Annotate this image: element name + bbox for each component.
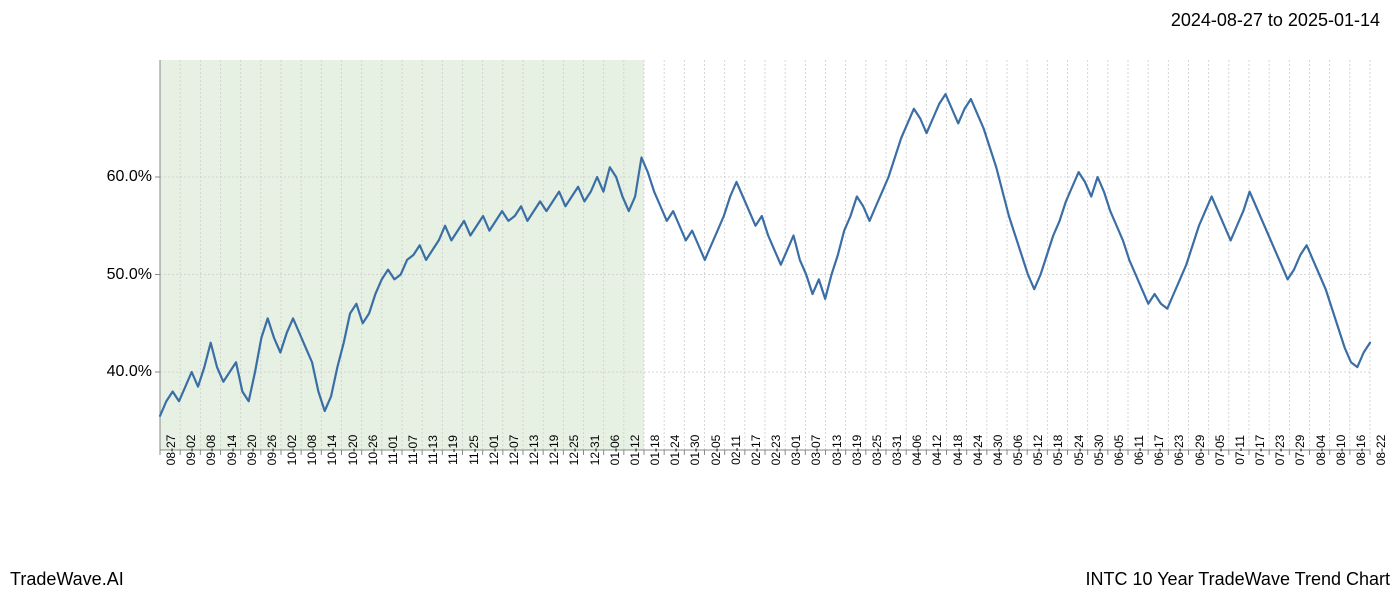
chart-title: INTC 10 Year TradeWave Trend Chart [1086,569,1390,590]
x-tick-label: 04-12 [926,435,944,466]
chart-svg [160,60,1370,450]
x-tick-label: 07-11 [1229,435,1247,465]
plot-area: 40.0%50.0%60.0%08-2709-0209-0809-1409-20… [160,60,1370,450]
x-tick-label: 08-27 [160,435,178,466]
x-tick-label: 03-13 [826,435,844,466]
x-tick-label: 12-13 [523,435,541,466]
x-tick-label: 02-17 [745,435,763,466]
x-tick-label: 09-08 [200,435,218,466]
x-tick-label: 10-02 [281,435,299,466]
x-tick-label: 03-25 [866,435,884,466]
x-tick-label: 11-19 [442,435,460,465]
x-tick-label: 01-30 [684,435,702,466]
brand-label: TradeWave.AI [10,569,124,590]
x-tick-label: 12-31 [584,435,602,466]
x-tick-label: 06-29 [1189,435,1207,466]
x-tick-label: 03-07 [805,435,823,466]
x-tick-label: 01-06 [604,435,622,466]
x-tick-label: 12-01 [483,435,501,466]
x-tick-label: 04-24 [967,435,985,466]
x-tick-label: 10-20 [342,435,360,466]
x-tick-label: 11-13 [422,435,440,465]
x-tick-label: 09-02 [180,435,198,466]
x-tick-label: 11-07 [402,435,420,465]
x-tick-label: 08-16 [1350,435,1368,466]
x-tick-label: 07-23 [1269,435,1287,466]
date-range-label: 2024-08-27 to 2025-01-14 [1171,10,1380,31]
x-tick-label: 12-25 [563,435,581,466]
x-tick-label: 05-18 [1047,435,1065,466]
x-tick-label: 05-24 [1068,435,1086,466]
x-tick-label: 10-26 [362,435,380,466]
x-tick-label: 04-30 [987,435,1005,466]
x-tick-label: 01-18 [644,435,662,466]
x-tick-label: 06-23 [1168,435,1186,466]
x-tick-label: 02-11 [725,435,743,465]
y-tick-label: 50.0% [107,266,160,284]
x-tick-label: 05-30 [1088,435,1106,466]
x-tick-label: 08-04 [1310,435,1328,466]
x-tick-label: 07-29 [1289,435,1307,466]
y-tick-label: 60.0% [107,168,160,186]
x-tick-label: 09-20 [241,435,259,466]
x-tick-label: 06-17 [1148,435,1166,466]
x-tick-label: 09-14 [221,435,239,466]
x-tick-label: 11-25 [463,435,481,465]
x-tick-label: 05-06 [1007,435,1025,466]
x-tick-label: 12-07 [503,435,521,466]
x-tick-label: 09-26 [261,435,279,466]
x-tick-label: 06-11 [1128,435,1146,465]
chart-container: 40.0% 50.0% 60.0% 08-2709-0209-0809-1409-20… [0,50,1400,530]
x-tick-label: 07-17 [1249,435,1267,466]
x-tick-label: 10-14 [321,435,339,466]
x-tick-label: 08-10 [1330,435,1348,466]
x-tick-label: 02-23 [765,435,783,466]
x-tick-label: 11-01 [382,435,400,465]
x-tick-label: 01-24 [664,435,682,466]
x-tick-label: 03-01 [785,435,803,466]
x-tick-label: 07-05 [1209,435,1227,466]
x-tick-label: 03-31 [886,435,904,466]
x-tick-label: 02-05 [705,435,723,466]
x-tick-label: 04-18 [947,435,965,466]
x-tick-label: 12-19 [543,435,561,466]
x-tick-label: 04-06 [906,435,924,466]
x-tick-label: 01-12 [624,435,642,466]
x-tick-label: 05-12 [1027,435,1045,466]
y-tick-label: 40.0% [107,363,160,381]
x-tick-label: 08-22 [1370,435,1388,466]
x-tick-label: 06-05 [1108,435,1126,466]
highlight-region [160,60,644,450]
x-tick-label: 10-08 [301,435,319,466]
x-tick-label: 03-19 [846,435,864,466]
